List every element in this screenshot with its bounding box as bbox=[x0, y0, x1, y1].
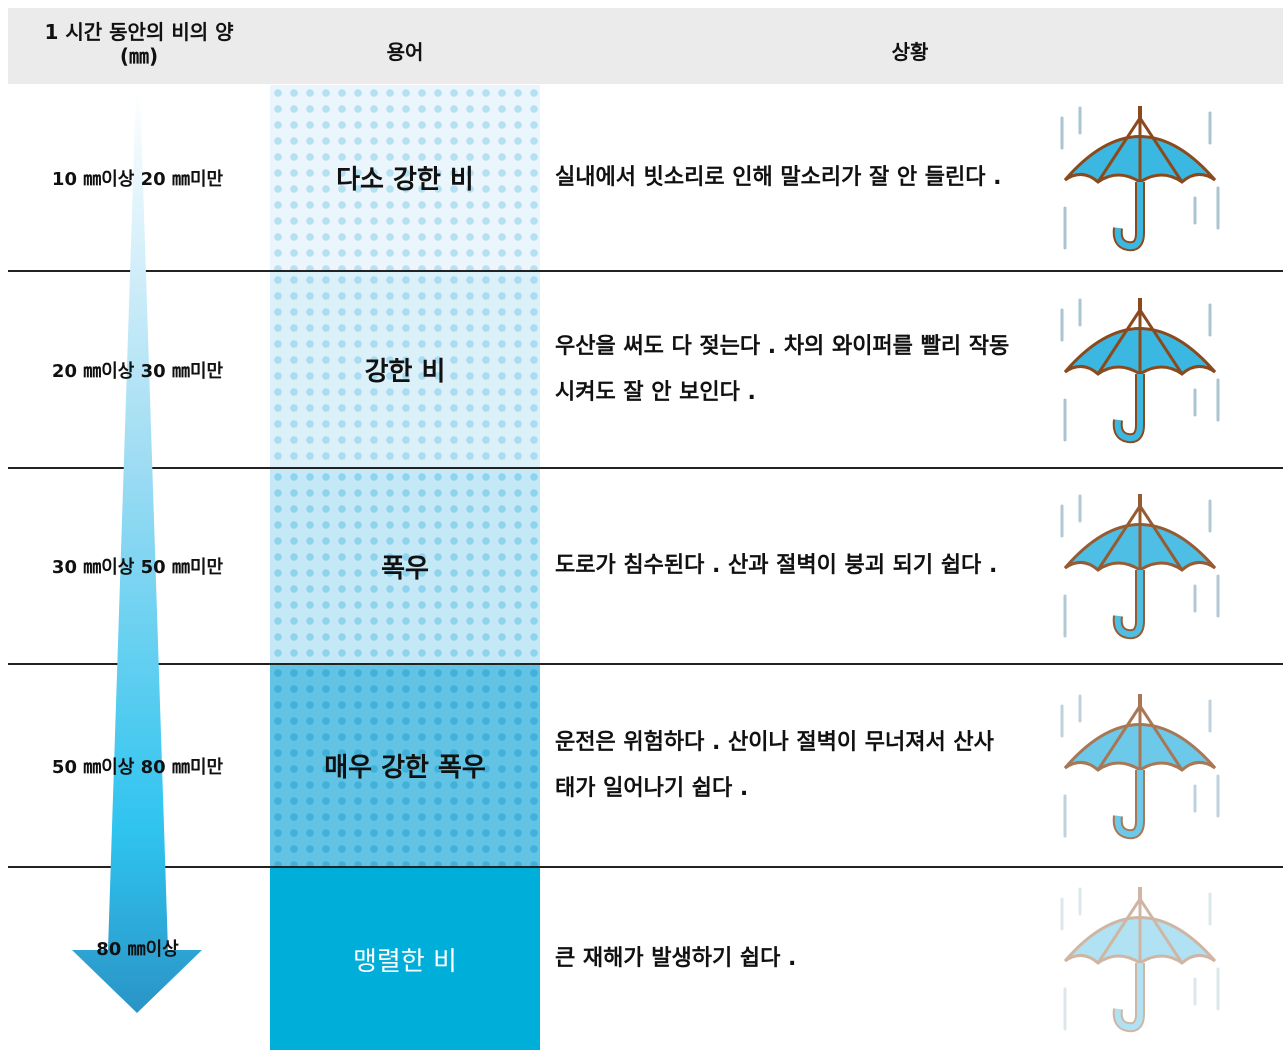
umbrella-icon bbox=[1050, 686, 1230, 846]
situation-text: 운전은 위험하다 . 산이나 절벽이 무너져서 산사태가 일어나기 쉽다 . bbox=[555, 729, 994, 801]
row-divider bbox=[8, 663, 1283, 665]
term-cell: 맹렬한 비 bbox=[270, 868, 540, 1050]
umbrella-icon bbox=[1050, 98, 1230, 258]
umbrella-icon bbox=[1050, 290, 1230, 450]
umbrella-icon bbox=[1050, 486, 1230, 646]
term-cell: 강한 비 bbox=[270, 272, 540, 467]
row-divider bbox=[8, 467, 1283, 469]
header-amount: 1 시간 동안의 비의 양 (㎜) bbox=[8, 20, 270, 68]
amount-label: 20 ㎜이상 30 ㎜미만 bbox=[51, 360, 224, 382]
umbrella bbox=[1050, 486, 1230, 646]
amount-label: 50 ㎜이상 80 ㎜미만 bbox=[51, 756, 224, 778]
arrow-shape bbox=[72, 90, 202, 1013]
situation-text: 도로가 침수된다 . 산과 절벽이 붕괴 되기 쉽다 . bbox=[555, 553, 998, 578]
term-cell: 매우 강한 폭우 bbox=[270, 665, 540, 866]
header-line: (㎜) bbox=[119, 44, 159, 68]
umbrella-icon bbox=[1050, 879, 1230, 1039]
header-band bbox=[8, 8, 1283, 84]
intensity-arrow bbox=[72, 90, 202, 1013]
umbrella bbox=[1050, 686, 1230, 846]
umbrella bbox=[1050, 98, 1230, 258]
situation-text: 우산을 써도 다 젖는다 . 차의 와이퍼를 빨리 작동시켜도 잘 안 보인다 … bbox=[555, 333, 1010, 405]
situation-text: 실내에서 빗소리로 인해 말소리가 잘 안 들린다 . bbox=[555, 164, 1002, 190]
umbrella bbox=[1050, 290, 1230, 450]
umbrella bbox=[1050, 879, 1230, 1039]
header-term: 용어 bbox=[386, 40, 424, 64]
term-cell: 폭우 bbox=[270, 469, 540, 663]
row-divider bbox=[8, 866, 1283, 868]
amount-label: 10 ㎜이상 20 ㎜미만 bbox=[51, 168, 224, 190]
term-cell: 다소 강한 비 bbox=[270, 85, 540, 270]
amount-label: 80 ㎜이상 bbox=[96, 939, 179, 960]
situation-text: 큰 재해가 발생하기 쉽다 . bbox=[555, 946, 797, 971]
amount-label: 30 ㎜이상 50 ㎜미만 bbox=[51, 557, 224, 578]
header-situation: 상황 bbox=[891, 40, 929, 64]
header-line: 1 시간 동안의 비의 양 bbox=[44, 20, 234, 44]
row-divider bbox=[8, 270, 1283, 272]
